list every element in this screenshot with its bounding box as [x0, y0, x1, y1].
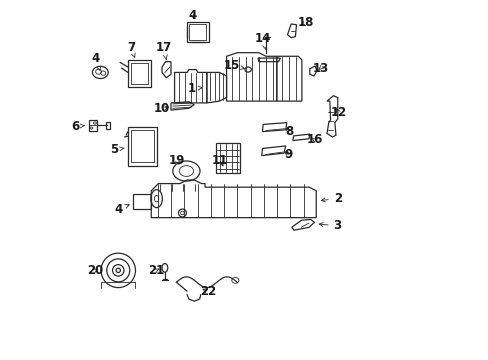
Text: 6: 6 [71, 120, 85, 133]
Text: 15: 15 [224, 59, 244, 72]
Text: 3: 3 [319, 219, 341, 233]
Text: 17: 17 [155, 41, 172, 59]
Text: 1: 1 [187, 82, 202, 95]
Bar [131, 130, 154, 162]
Text: 14: 14 [254, 32, 270, 49]
Bar [187, 22, 208, 42]
Text: 16: 16 [305, 133, 322, 146]
Text: 7: 7 [126, 41, 135, 57]
Text: 21: 21 [147, 264, 163, 277]
Bar [133, 194, 150, 210]
Bar [128, 60, 151, 87]
Bar [131, 63, 148, 84]
Text: 5: 5 [110, 143, 124, 156]
Text: 9: 9 [284, 148, 292, 161]
Text: 4: 4 [188, 9, 196, 22]
Text: 8: 8 [285, 125, 293, 138]
Bar [215, 143, 240, 173]
Text: 13: 13 [312, 62, 328, 75]
Text: 4: 4 [114, 203, 129, 216]
Bar [128, 127, 157, 166]
Bar [88, 121, 97, 131]
Text: 12: 12 [330, 106, 346, 119]
Text: 10: 10 [154, 102, 170, 115]
Text: 22: 22 [200, 285, 216, 298]
Text: 2: 2 [321, 192, 341, 205]
Text: 18: 18 [297, 17, 314, 30]
Bar [189, 24, 206, 40]
Text: 4: 4 [91, 51, 101, 71]
Text: 11: 11 [212, 154, 228, 167]
Text: 20: 20 [87, 264, 103, 277]
Text: 19: 19 [168, 154, 185, 167]
